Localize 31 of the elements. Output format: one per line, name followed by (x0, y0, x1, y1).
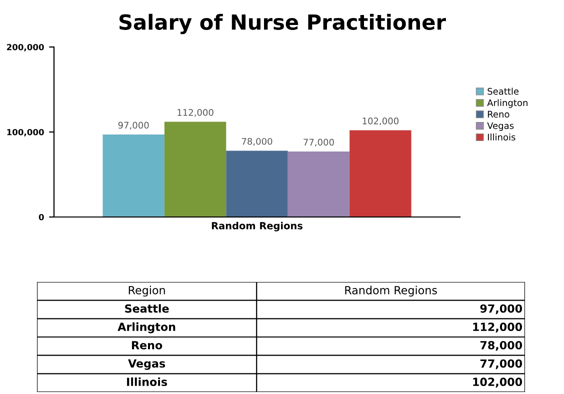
text: Reno (132, 341, 162, 350)
legend-label: Reno (488, 110, 510, 118)
text: Vegas (128, 359, 166, 370)
legend-label: Vegas (487, 122, 514, 131)
data-label: 77,000 (304, 138, 334, 147)
data-label: 78,000 (242, 138, 272, 146)
chart-title: Salary of Nurse Practitioner (119, 14, 446, 34)
legend-label: Arlington (487, 99, 528, 108)
text: 97,000 (480, 304, 522, 314)
text: Seattle (125, 304, 169, 313)
text: 78,000 (480, 340, 522, 351)
bar (350, 130, 412, 217)
text: 112,000 (473, 322, 522, 332)
text: 77,000 (480, 359, 522, 370)
category-label: Random Regions (345, 286, 437, 297)
bar (288, 152, 350, 217)
legend-label: Illinois (488, 134, 516, 141)
y-tick-label: 100,000 (7, 128, 44, 136)
bar (102, 134, 164, 217)
text: Region (128, 286, 165, 297)
bar (164, 122, 226, 217)
data-label: 97,000 (118, 122, 149, 130)
text: Illinois (127, 377, 168, 386)
y-tick-label: 0 (38, 214, 44, 220)
data-label: 112,000 (178, 109, 214, 117)
data-label: 102,000 (362, 118, 398, 126)
legend-label: Seattle (488, 88, 519, 95)
y-tick-label: 200,000 (6, 44, 44, 52)
text: Arlington (118, 322, 176, 334)
text: 102,000 (473, 378, 522, 388)
bar (226, 150, 288, 217)
